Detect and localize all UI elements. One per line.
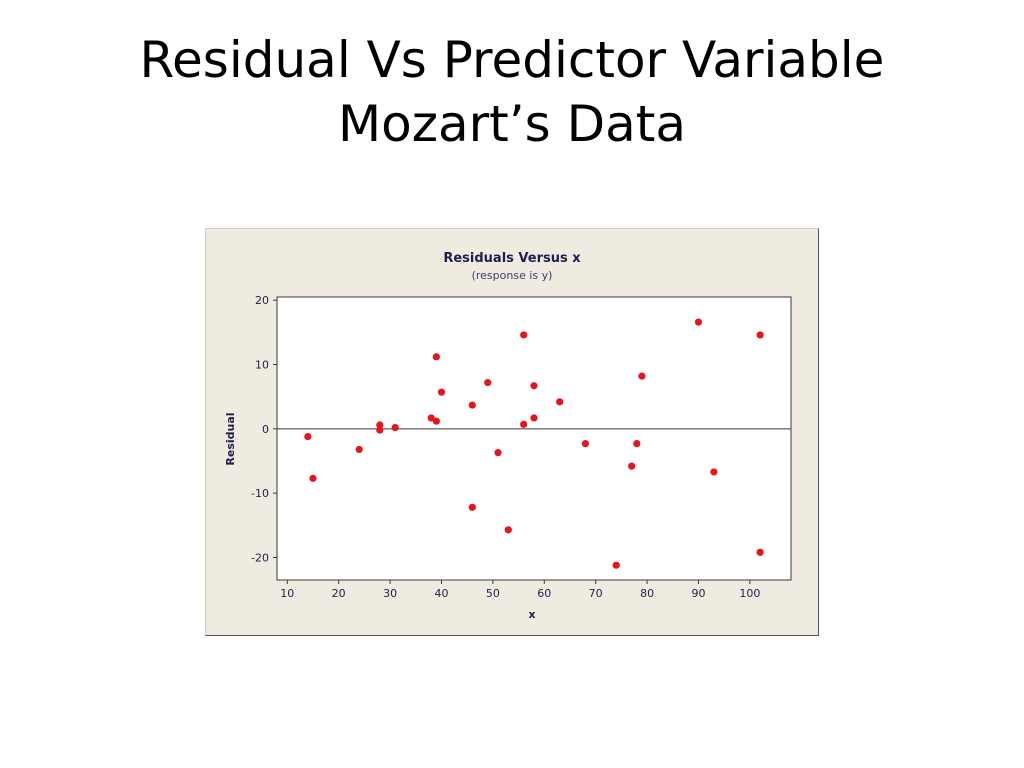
data-point: [309, 474, 317, 482]
data-point: [376, 421, 384, 429]
data-point: [530, 414, 538, 422]
data-point: [556, 398, 564, 406]
data-point: [432, 417, 440, 425]
x-tick-label: 90: [691, 587, 705, 600]
data-point: [355, 445, 363, 454]
data-point: [432, 353, 440, 361]
data-point: [427, 414, 435, 422]
data-point: [694, 318, 703, 326]
y-axis-label: Residual: [224, 412, 237, 465]
chart-subtitle: (response is y): [472, 269, 553, 282]
x-axis-label: x: [528, 608, 535, 621]
data-point: [612, 561, 620, 569]
y-tick-label: -10: [251, 487, 269, 500]
x-tick-label: 100: [739, 587, 760, 600]
data-point: [304, 432, 312, 441]
slide-title-line-2: Mozart’s Data: [338, 95, 686, 153]
x-tick-label: 50: [486, 587, 500, 600]
x-tick-label: 10: [280, 587, 294, 600]
data-point: [633, 440, 641, 448]
x-tick-label: 20: [332, 587, 346, 600]
y-tick-label: 0: [262, 423, 269, 436]
data-point: [628, 462, 636, 470]
data-point: [710, 468, 718, 476]
data-point: [520, 331, 528, 339]
y-axis-ticks: 20 10 0 -10 -20: [251, 294, 277, 564]
slide-title: Residual Vs Predictor Variable Mozart’s …: [0, 28, 1024, 156]
x-tick-label: 60: [537, 587, 551, 600]
chart-frame: Residuals Versus x (response is y) 10 20 3…: [205, 228, 819, 636]
residual-scatter-chart: Residuals Versus x (response is y) 10 20 3…: [224, 251, 792, 621]
data-point: [484, 378, 492, 387]
data-point: [756, 548, 764, 556]
x-tick-label: 80: [640, 587, 654, 600]
chart-title: Residuals Versus x: [443, 251, 581, 266]
data-point: [581, 440, 589, 448]
x-tick-label: 40: [434, 587, 448, 600]
data-point: [437, 388, 446, 396]
y-tick-label: 20: [255, 294, 269, 307]
x-tick-label: 70: [589, 587, 603, 600]
data-point: [468, 503, 476, 511]
data-point: [494, 449, 502, 457]
data-point: [504, 526, 512, 534]
data-points: [304, 318, 764, 569]
data-point: [520, 420, 528, 428]
y-tick-label: 10: [255, 359, 269, 372]
data-point: [756, 331, 764, 339]
plot-area: [276, 296, 792, 581]
x-axis-ticks: 10 20 30 40 50 60 70 80 90 100: [280, 580, 760, 600]
data-point: [376, 426, 384, 434]
data-point: [530, 382, 538, 390]
data-point: [638, 372, 646, 380]
x-tick-label: 30: [383, 587, 397, 600]
y-tick-label: -20: [251, 551, 269, 564]
data-point: [391, 423, 399, 432]
data-point: [468, 401, 476, 409]
slide-title-line-1: Residual Vs Predictor Variable: [139, 31, 885, 89]
